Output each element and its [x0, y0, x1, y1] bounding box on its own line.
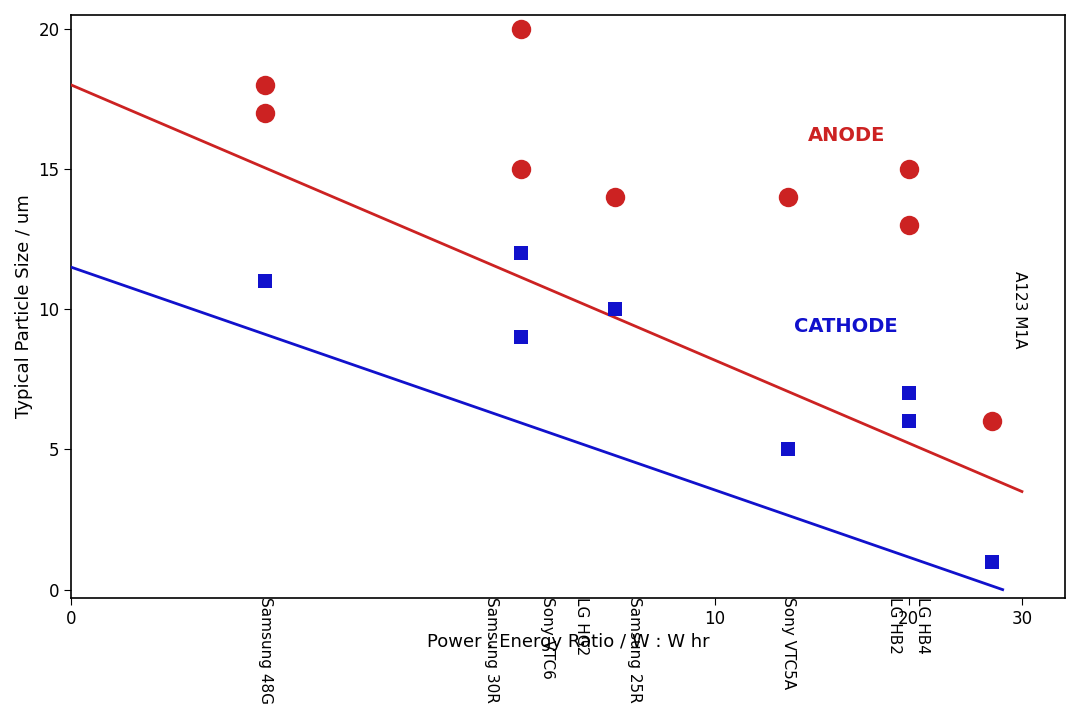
Text: A123 M1A: A123 M1A [1012, 270, 1027, 348]
Point [607, 303, 624, 315]
Point [257, 79, 274, 91]
Y-axis label: Typical Particle Size / um: Typical Particle Size / um [15, 195, 33, 418]
Text: Samsung 30R: Samsung 30R [484, 597, 499, 702]
Point [513, 163, 530, 175]
Text: Samsung 25R: Samsung 25R [627, 597, 642, 702]
Point [900, 219, 917, 231]
X-axis label: Power : Energy Ratio / W : W hr: Power : Energy Ratio / W : W hr [427, 633, 710, 651]
Point [513, 331, 530, 343]
Text: LG HG2: LG HG2 [573, 597, 589, 655]
Point [780, 191, 797, 203]
Text: LG HB2: LG HB2 [887, 597, 902, 654]
Text: CATHODE: CATHODE [795, 317, 899, 336]
Point [780, 444, 797, 455]
Text: ANODE: ANODE [808, 126, 885, 145]
Point [900, 388, 917, 399]
Point [900, 163, 917, 175]
Text: Samsung 48G: Samsung 48G [258, 597, 272, 704]
Point [257, 107, 274, 119]
Point [984, 416, 1001, 427]
Text: LG HB4: LG HB4 [915, 597, 930, 654]
Point [607, 191, 624, 203]
Point [257, 275, 274, 287]
Point [513, 247, 530, 259]
Point [607, 303, 624, 315]
Point [984, 556, 1001, 567]
Text: Sony VTC6: Sony VTC6 [540, 597, 555, 679]
Text: Sony VTC5A: Sony VTC5A [781, 597, 796, 689]
Point [900, 416, 917, 427]
Point [513, 23, 530, 35]
